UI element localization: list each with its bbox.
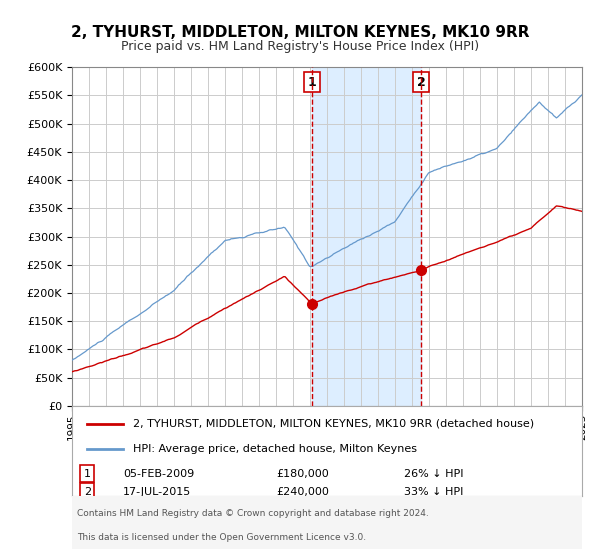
Text: 1: 1 bbox=[84, 469, 91, 479]
Text: 2: 2 bbox=[84, 487, 91, 497]
Text: 17-JUL-2015: 17-JUL-2015 bbox=[123, 487, 191, 497]
Text: 1: 1 bbox=[307, 76, 316, 88]
Text: HPI: Average price, detached house, Milton Keynes: HPI: Average price, detached house, Milt… bbox=[133, 444, 417, 454]
Text: This data is licensed under the Open Government Licence v3.0.: This data is licensed under the Open Gov… bbox=[77, 533, 366, 542]
Text: 26% ↓ HPI: 26% ↓ HPI bbox=[404, 469, 463, 479]
Text: £180,000: £180,000 bbox=[276, 469, 329, 479]
Text: 05-FEB-2009: 05-FEB-2009 bbox=[123, 469, 194, 479]
Text: 2: 2 bbox=[417, 76, 425, 88]
Bar bbox=[311, 67, 421, 406]
Text: 2, TYHURST, MIDDLETON, MILTON KEYNES, MK10 9RR (detached house): 2, TYHURST, MIDDLETON, MILTON KEYNES, MK… bbox=[133, 419, 535, 429]
Text: 33% ↓ HPI: 33% ↓ HPI bbox=[404, 487, 463, 497]
Text: £240,000: £240,000 bbox=[276, 487, 329, 497]
Text: Contains HM Land Registry data © Crown copyright and database right 2024.: Contains HM Land Registry data © Crown c… bbox=[77, 509, 429, 519]
Text: Price paid vs. HM Land Registry's House Price Index (HPI): Price paid vs. HM Land Registry's House … bbox=[121, 40, 479, 53]
Text: 2, TYHURST, MIDDLETON, MILTON KEYNES, MK10 9RR: 2, TYHURST, MIDDLETON, MILTON KEYNES, MK… bbox=[71, 25, 529, 40]
